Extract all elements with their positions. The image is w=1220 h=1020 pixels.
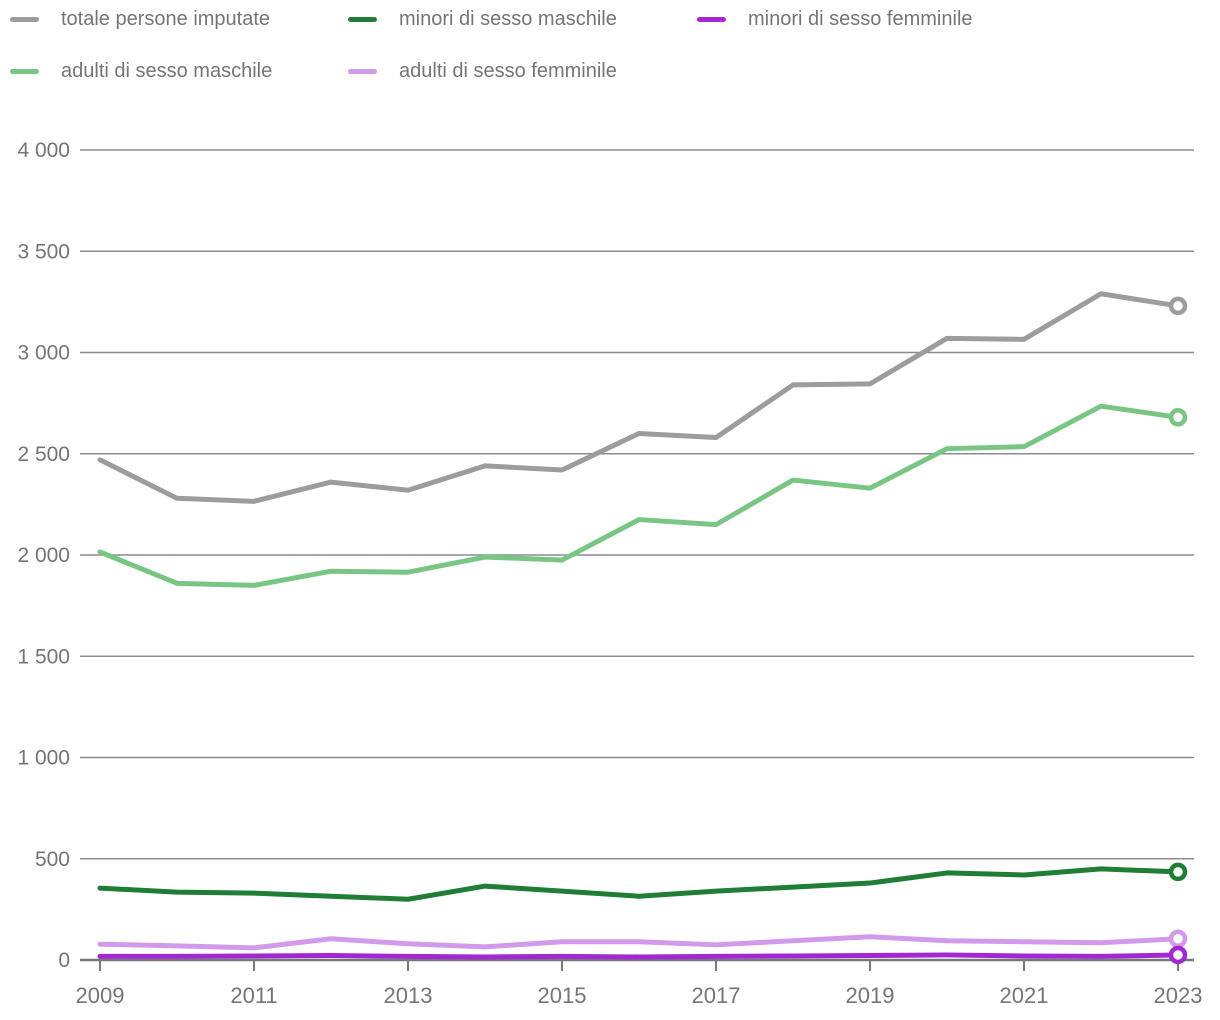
y-axis-label-4000: 4 000 <box>17 139 70 162</box>
line-minori-di-sesso-maschile <box>97 866 1181 902</box>
legend-item-minori-di-sesso-femminile: minori di sesso femminile <box>697 7 973 31</box>
x-axis-label-2013: 2013 <box>384 983 433 1008</box>
legend-item-adulti-di-sesso-maschile: adulti di sesso maschile <box>10 59 272 83</box>
line-minori-di-sesso-femminile <box>97 952 1181 960</box>
chart-legend: totale persone imputate minori di sesso … <box>0 0 1220 95</box>
x-axis-label-2009: 2009 <box>76 983 125 1008</box>
legend-label: adulti di sesso femminile <box>399 59 617 82</box>
legend-label: minori di sesso maschile <box>399 7 617 30</box>
legend-label: minori di sesso femminile <box>748 7 973 30</box>
line-adulti-di-sesso-femminile <box>97 934 1181 951</box>
legend-label: totale persone imputate <box>61 7 271 30</box>
x-axis-label-2019: 2019 <box>846 983 895 1008</box>
line-adulti-di-sesso-maschile <box>97 403 1181 588</box>
legend-swatch-icon <box>348 68 377 74</box>
y-axis-label-3000: 3 000 <box>17 342 70 365</box>
legend-label: adulti di sesso maschile <box>61 59 273 82</box>
line-totale-persone-imputate <box>97 291 1181 504</box>
y-axis-label-1500: 1 500 <box>17 645 70 668</box>
y-axis-label-1000: 1 000 <box>17 747 70 770</box>
y-axis-label-3500: 3 500 <box>17 240 70 263</box>
legend-item-totale-persone-imputate: totale persone imputate <box>10 7 270 31</box>
x-axis-label-2015: 2015 <box>538 983 587 1008</box>
legend-item-adulti-di-sesso-femminile: adulti di sesso femminile <box>348 59 617 83</box>
endpoint-marker-adulti-di-sesso-femminile <box>1168 929 1188 948</box>
y-axis-label-2500: 2 500 <box>17 443 70 466</box>
endpoint-marker-totale-persone-imputate <box>1168 296 1188 316</box>
x-axis-label-2017: 2017 <box>692 983 741 1008</box>
legend-swatch-icon <box>10 68 39 74</box>
legend-swatch-icon <box>10 16 39 22</box>
legend-item-minori-di-sesso-maschile: minori di sesso maschile <box>348 7 617 31</box>
y-axis-label-0: 0 <box>58 949 70 972</box>
endpoint-marker-minori-di-sesso-femminile <box>1168 945 1188 965</box>
y-axis-label-500: 500 <box>35 848 70 871</box>
legend-swatch-icon <box>697 16 726 22</box>
endpoint-marker-adulti-di-sesso-maschile <box>1168 408 1188 427</box>
legend-swatch-icon <box>348 16 377 22</box>
endpoint-marker-minori-di-sesso-maschile <box>1168 862 1188 882</box>
x-axis-label-2021: 2021 <box>1000 983 1049 1008</box>
y-axis-label-2000: 2 000 <box>17 544 70 567</box>
x-axis-label-2011: 2011 <box>230 983 277 1008</box>
x-axis-label-2023: 2023 <box>1154 983 1203 1008</box>
